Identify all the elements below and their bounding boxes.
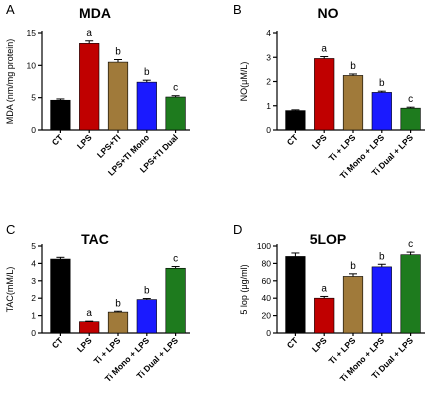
significance-letter: b [115,47,121,58]
y-axis-label: TAC(mM/L) [5,267,15,313]
x-tick-label: CT [285,335,301,351]
significance-letter: a [321,283,327,294]
bar-lps [79,43,100,131]
chart-title: TAC [81,231,109,247]
significance-letter: b [350,61,356,72]
x-tick-label: CT [50,335,66,351]
y-tick-label: 0 [266,328,271,338]
x-tick-label: LPS [75,335,94,354]
x-tick-label: LPS [75,132,94,151]
y-tick-label: 40 [262,293,272,303]
bar-ti-mono-lps [371,92,392,131]
significance-letter: c [408,239,413,250]
panel-letter: B [233,2,242,17]
significance-letter: c [408,94,413,105]
significance-letter: b [115,298,121,309]
bar-lps-ti [107,61,129,131]
y-tick-label: 5 [31,93,36,103]
significance-letter: c [173,83,178,94]
bar-ti-lps [342,276,364,334]
y-tick-label: 20 [262,311,272,321]
y-tick-label: 0 [31,125,36,135]
significance-letter: a [86,28,92,39]
y-tick-label: 0 [31,328,36,338]
chart-title: 5LOP [310,231,347,247]
bar-ct [285,110,306,131]
y-tick-label: 10 [27,60,37,70]
bar-ct [50,258,71,334]
bar-lps [314,58,335,131]
y-tick-label: 0 [266,125,271,135]
bar-ti-lps [107,311,129,334]
x-tick-label: CT [50,132,66,148]
y-tick-label: 5 [31,241,36,251]
y-tick-label: 100 [257,241,271,251]
x-tick-label: LPS [310,335,329,354]
significance-letter: a [321,44,327,55]
y-tick-label: 4 [266,28,271,38]
y-tick-label: 3 [31,276,36,286]
significance-letter: b [144,286,150,297]
y-tick-label: 1 [31,311,36,321]
significance-letter: b [379,78,385,89]
bar-ti-mono-lps [371,266,392,334]
significance-letter: b [350,261,356,272]
x-tick-label: CT [285,132,301,148]
y-axis-label: NO(μM/L) [239,62,249,102]
significance-letter: a [86,308,92,319]
y-tick-label: 4 [31,258,36,268]
chart-title: MDA [79,5,111,21]
y-tick-label: 2 [31,293,36,303]
y-axis-label: MDA (nm/mg protein) [5,39,15,125]
bar-ct [50,99,71,131]
y-tick-label: 15 [27,28,37,38]
bar-ti-dual-lps [400,107,421,131]
y-tick-label: 1 [266,101,271,111]
bar-ti-dual-lps [165,267,186,334]
x-tick-label: LPS+TI [95,132,123,160]
significance-letter: b [144,67,150,78]
panel-letter: C [6,222,15,237]
panel-letter: A [6,2,15,17]
y-tick-label: 2 [266,77,271,87]
y-tick-label: 80 [262,258,272,268]
y-tick-label: 60 [262,276,272,286]
panel-letter: D [233,222,242,237]
bar-lps-ti-mono [136,81,157,131]
bar-lps [314,297,335,334]
bar-ti-mono-lps [136,299,157,334]
bar-lps [79,321,100,334]
bar-ti-dual-lps [400,254,421,334]
bar-ct [285,256,306,334]
significance-letter: b [379,251,385,262]
chart-title: NO [318,5,339,21]
y-tick-label: 3 [266,52,271,62]
bar-lps-ti-dual [165,96,186,131]
y-axis-label: 5 lop (μg/ml) [239,264,249,314]
x-tick-label: LPS [310,132,329,151]
bar-ti-lps [342,75,364,131]
significance-letter: c [173,254,178,265]
panel-a: A MDA MDA (nm/mg protein) 0 5 10 15 CT a LPS b LPS+… [5,2,190,178]
